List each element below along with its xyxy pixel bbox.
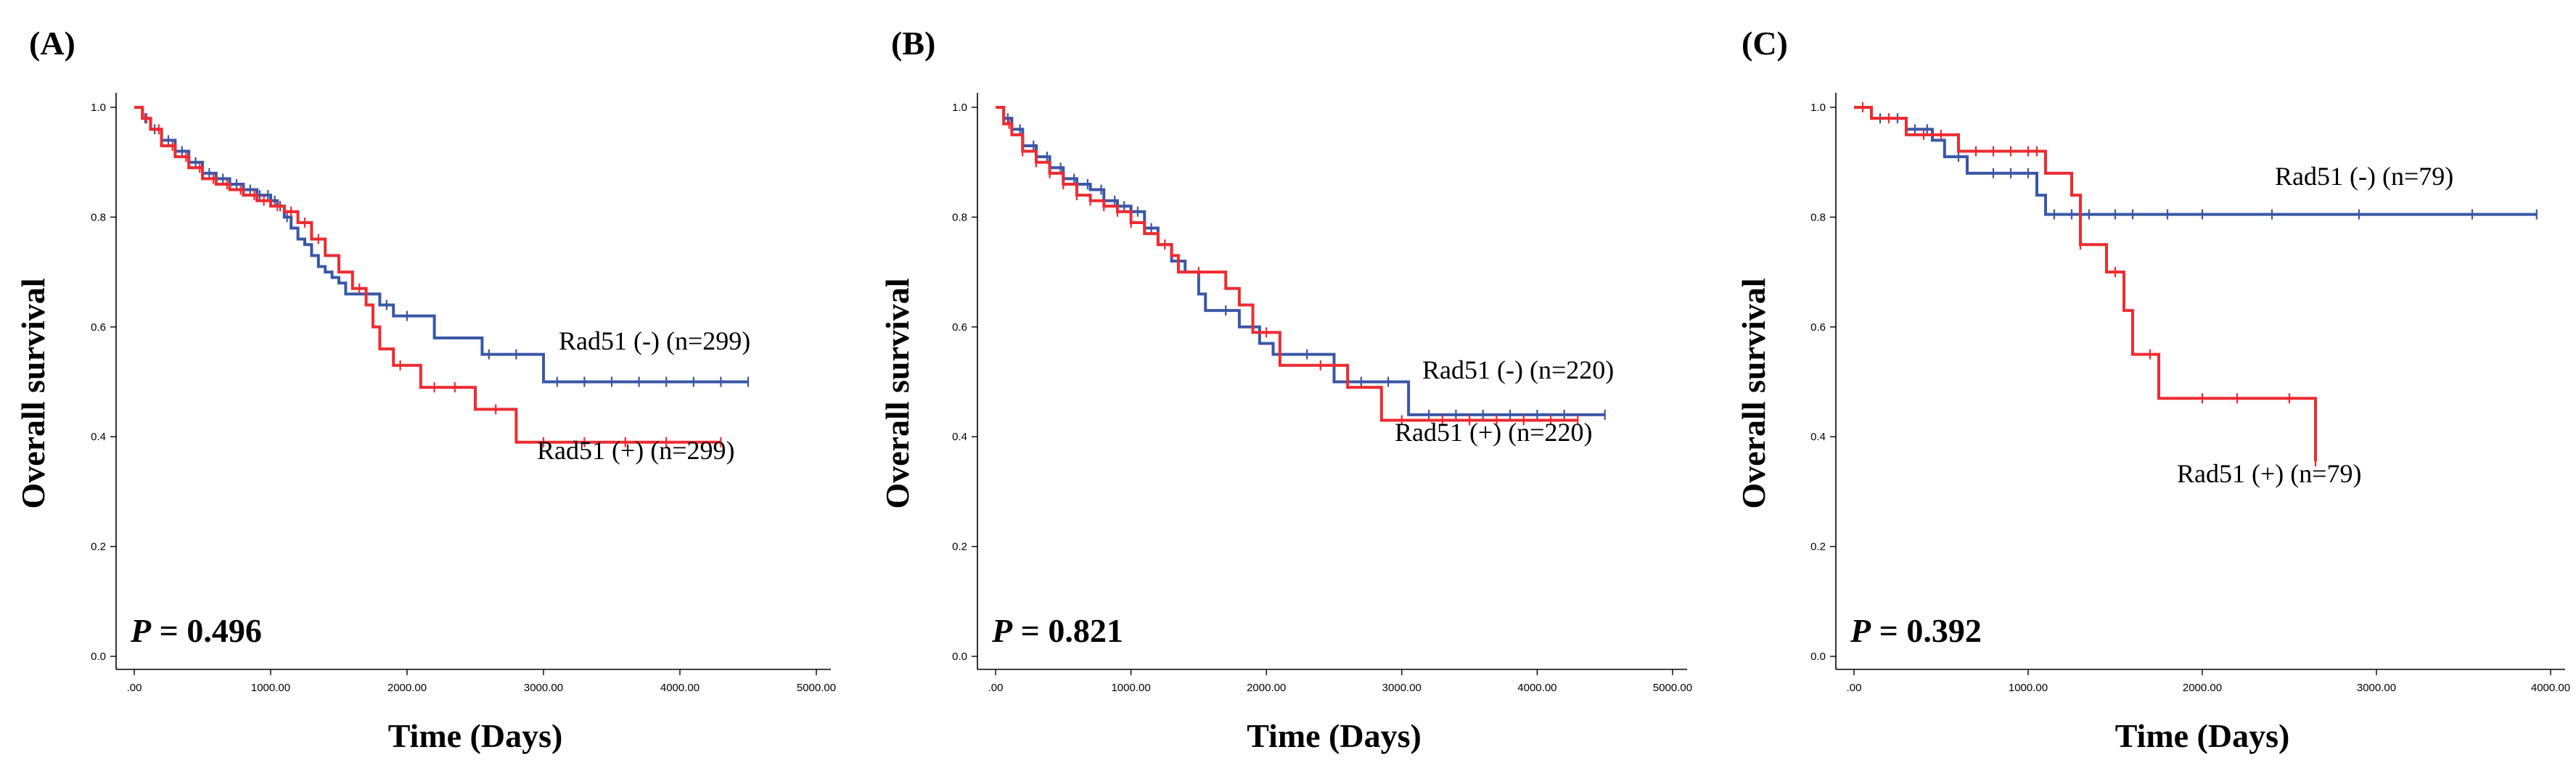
x-tick-label: 4000.00 [1517, 682, 1556, 694]
legend-label-negative: Rad51 (-) (n=220) [1422, 355, 1614, 384]
y-tick-label: 0.8 [91, 211, 106, 223]
panel-2: (B) 0.0 0.2 0.4 0.6 0.8 1.0 .00 1000.00 2000.00 30… [879, 25, 1692, 754]
y-tick-label: 1.0 [952, 102, 967, 114]
x-tick-label: 2000.00 [1247, 682, 1286, 694]
panel-1: (A) 0.0 0.2 0.4 0.6 0.8 1.0 .00 1000.00 2000.00 30… [15, 25, 836, 754]
y-tick-label: 0.6 [952, 321, 967, 334]
y-axis-title: Overall survival [879, 278, 916, 508]
y-tick-label: 0.8 [1810, 211, 1826, 223]
p-label: P [130, 612, 152, 649]
y-tick-label: 0.0 [1810, 651, 1826, 663]
x-tick-label: 3000.00 [524, 682, 563, 694]
km-curve-positive [996, 106, 1578, 422]
legend-label-negative: Rad51 (-) (n=79) [2275, 162, 2453, 191]
x-tick-label: 1000.00 [251, 682, 290, 694]
p-value: P = 0.392 [1850, 612, 1982, 649]
legend-label-positive: Rad51 (+) (n=220) [1395, 418, 1593, 447]
legend-label-positive: Rad51 (+) (n=299) [537, 436, 735, 465]
y-tick-label: 0.6 [1810, 321, 1826, 334]
p-number: = 0.392 [1871, 612, 1982, 649]
x-tick-label: .00 [127, 682, 142, 694]
km-curve-negative [134, 106, 748, 384]
y-tick-label: 0.2 [1810, 541, 1826, 553]
y-tick-label: 0.0 [91, 651, 106, 663]
y-tick-label: 0.6 [91, 321, 106, 334]
x-tick-label: .00 [1847, 682, 1862, 694]
x-tick-label: 3000.00 [2357, 682, 2396, 694]
panel-letter: (A) [29, 25, 75, 62]
x-tick-label: 1000.00 [2009, 682, 2048, 694]
p-value: P = 0.821 [991, 612, 1123, 649]
y-tick-label: 0.2 [91, 541, 106, 553]
x-tick-label: 2000.00 [387, 682, 427, 694]
y-tick-label: 0.0 [952, 651, 967, 663]
x-tick-label: 4000.00 [2531, 682, 2570, 694]
x-tick-label: 1000.00 [1111, 682, 1150, 694]
p-value: P = 0.496 [130, 612, 262, 649]
p-label: P [991, 612, 1013, 649]
y-tick-label: 0.4 [1810, 431, 1826, 443]
y-tick-label: 0.2 [952, 541, 967, 553]
y-tick-label: 1.0 [1810, 102, 1826, 114]
x-tick-label: 2000.00 [2183, 682, 2222, 694]
y-tick-label: 0.8 [952, 211, 967, 223]
panel-3: (C) 0.0 0.2 0.4 0.6 0.8 1.0 .00 1000.00 2000.00 30… [1735, 25, 2570, 754]
p-number: = 0.496 [151, 612, 262, 649]
p-label: P [1850, 612, 1871, 649]
y-axis-title: Overall survival [1735, 278, 1772, 508]
x-tick-label: 4000.00 [660, 682, 700, 694]
x-axis-title: Time (Days) [1247, 717, 1422, 754]
x-axis-title: Time (Days) [2115, 717, 2290, 754]
panel-letter: (B) [891, 25, 935, 62]
x-tick-label: 3000.00 [1382, 682, 1422, 694]
y-axis-title: Overall survival [15, 278, 52, 508]
km-curve-positive [134, 106, 721, 444]
x-axis-title: Time (Days) [388, 717, 563, 754]
y-tick-label: 0.4 [952, 431, 967, 443]
km-curve-positive [1854, 106, 2317, 462]
legend-label-negative: Rad51 (-) (n=299) [559, 326, 750, 355]
x-tick-label: 5000.00 [797, 682, 836, 694]
p-number: = 0.821 [1012, 612, 1123, 649]
x-tick-label: 5000.00 [1653, 682, 1692, 694]
y-tick-label: 1.0 [91, 102, 106, 114]
legend-label-positive: Rad51 (+) (n=79) [2177, 459, 2362, 488]
y-tick-label: 0.4 [91, 431, 106, 443]
panel-letter: (C) [1742, 25, 1788, 62]
km-curve-negative [1854, 106, 2537, 216]
x-tick-label: .00 [988, 682, 1004, 694]
